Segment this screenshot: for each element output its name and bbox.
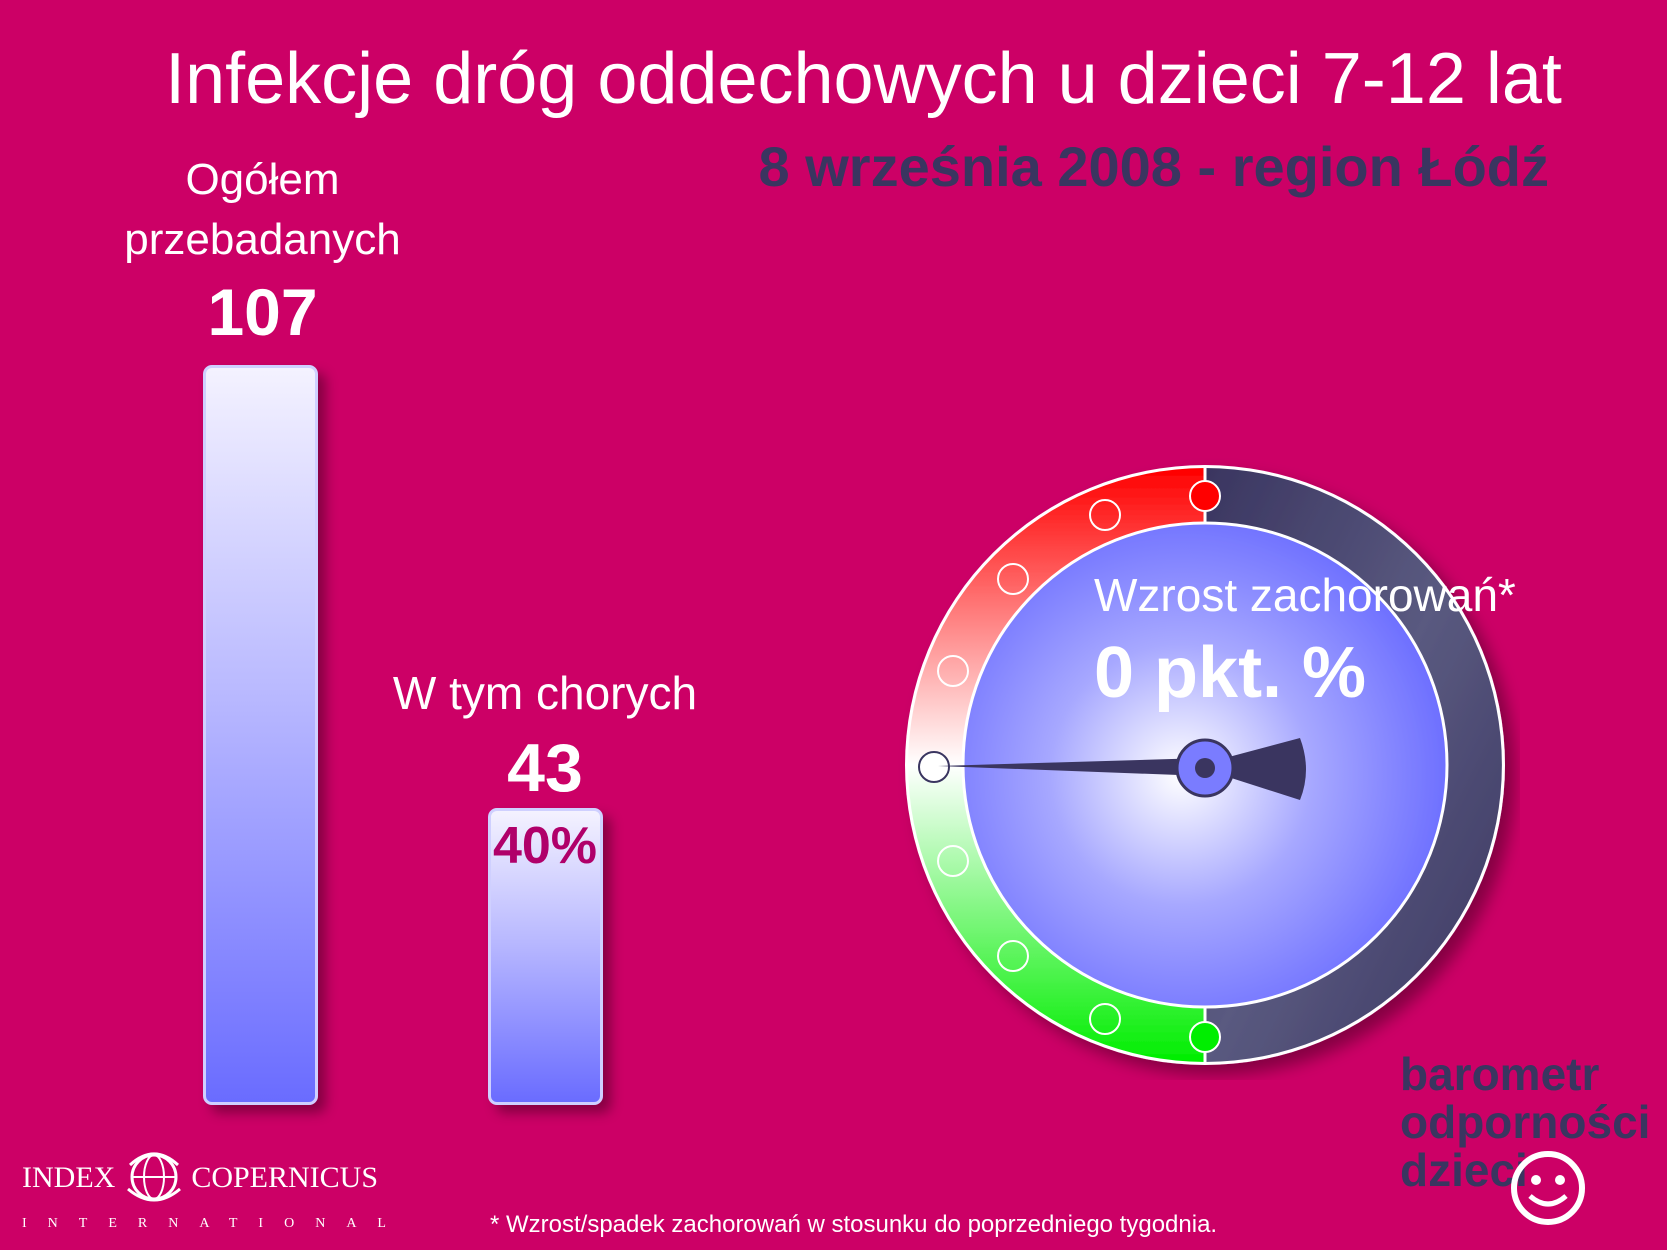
gauge-value: 0 pkt. % <box>1094 633 1367 713</box>
brand-line1: barometr <box>1400 1048 1600 1100</box>
smiley-icon <box>1511 1151 1585 1225</box>
logo-subtitle: INTERNATIONAL <box>22 1216 407 1231</box>
total-value: 107 <box>207 275 318 349</box>
brand-line2: odporności <box>1400 1096 1651 1148</box>
sick-value: 43 <box>507 730 583 806</box>
sick-label: W tym chorych <box>392 667 698 719</box>
globe-icon <box>127 1152 181 1202</box>
total-label: Ogółem przebadanych <box>124 155 401 264</box>
page-title: Infekcje dróg oddechowych u dzieci 7-12 … <box>165 39 1562 119</box>
footnote: * Wzrost/spadek zachorowań w stosunku do… <box>490 1211 1218 1238</box>
logo-name: INDEX COPERNICUS <box>22 1158 378 1198</box>
brand-logo: barometr odporności dzieci <box>1400 1050 1650 1194</box>
logo-name-right: COPERNICUS <box>191 1161 379 1194</box>
page-subtitle: 8 września 2008 - region Łódź <box>758 135 1549 198</box>
logo-name-left: INDEX <box>22 1161 116 1194</box>
gauge-needle <box>938 738 1306 800</box>
brand-line3: dzieci <box>1400 1144 1528 1196</box>
gauge <box>905 465 1505 1065</box>
sick-percent: 40% <box>492 817 598 875</box>
bar-sick <box>488 808 603 1105</box>
gauge-ticks <box>918 480 1221 1053</box>
bar-total <box>203 365 318 1105</box>
gauge-label: Wzrost zachorowań* <box>1094 569 1516 621</box>
